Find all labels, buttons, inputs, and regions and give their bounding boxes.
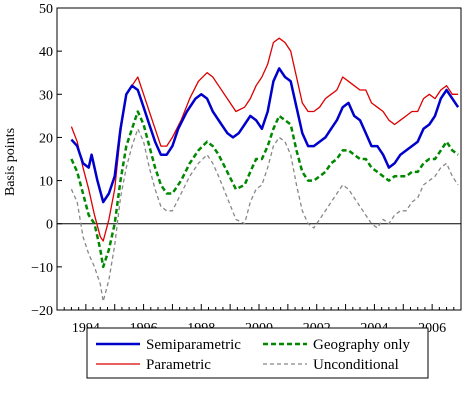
y-axis: −20 −10 0 10 20 30 40 50 — [31, 2, 62, 319]
y-tick-label: 40 — [39, 45, 53, 60]
legend-label-unconditional: Unconditional — [313, 357, 399, 373]
series-line-semiparametric — [70, 67, 460, 204]
series-layer — [70, 37, 460, 303]
y-tick-label: −20 — [31, 304, 53, 319]
y-tick-label: 50 — [39, 2, 53, 17]
y-axis-title: Basis points — [3, 128, 18, 196]
y-tick-label: 10 — [39, 175, 53, 190]
series-line-geography-only — [70, 110, 459, 269]
plot-frame — [56, 7, 462, 311]
series-line-unconditional — [70, 128, 459, 303]
legend-label-semiparametric: Semiparametric — [146, 337, 241, 353]
legend-box — [86, 327, 429, 379]
y-tick-label: 20 — [39, 131, 53, 146]
legend: Semiparametric Parametric Geography only… — [86, 327, 429, 379]
y-tick-label: 30 — [39, 88, 53, 103]
legend-label-parametric: Parametric — [146, 357, 211, 373]
y-tick-label: 0 — [46, 218, 53, 233]
legend-label-geography-only: Geography only — [313, 337, 411, 353]
y-tick-label: −10 — [31, 261, 53, 276]
